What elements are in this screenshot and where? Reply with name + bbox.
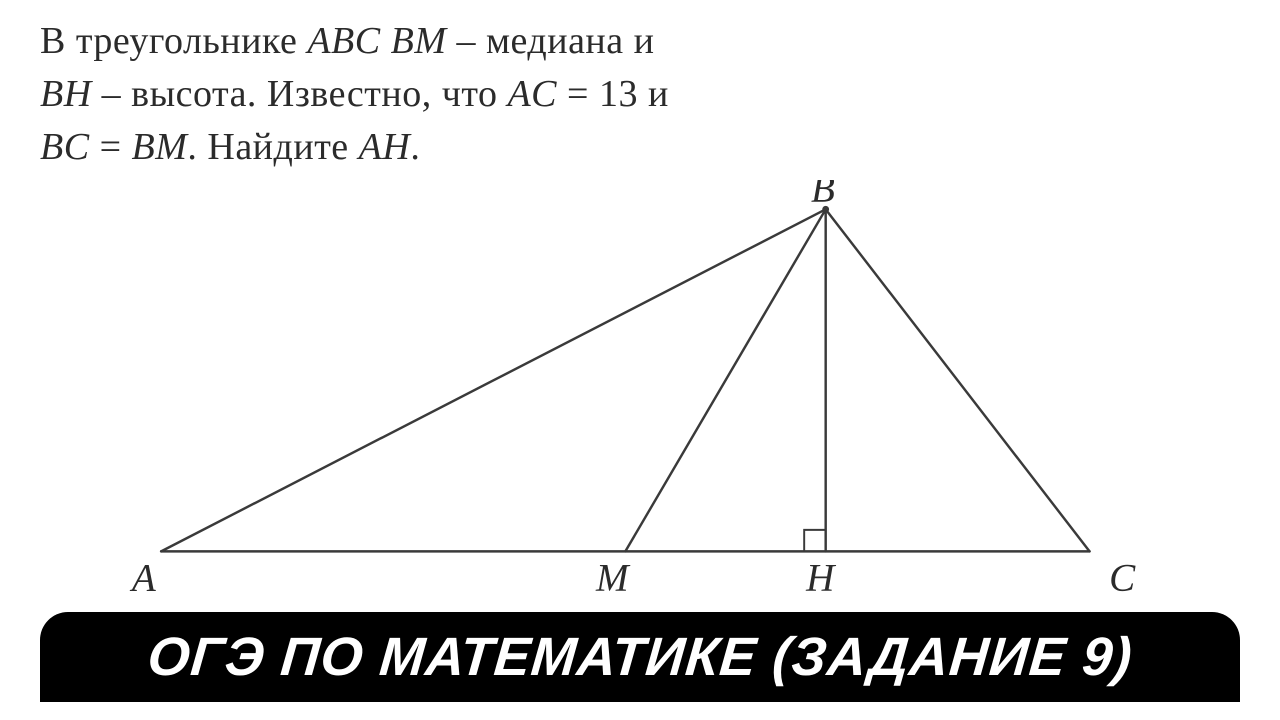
svg-text:H: H xyxy=(805,556,836,599)
diagram-segments xyxy=(161,209,1089,551)
var-ah: AH xyxy=(359,126,411,168)
banner-text: ОГЭ ПО МАТЕМАТИКЕ (ЗАДАНИЕ 9) xyxy=(145,626,1135,688)
svg-text:C: C xyxy=(1109,556,1136,599)
var-bm: BM xyxy=(391,20,447,62)
title-banner: ОГЭ ПО МАТЕМАТИКЕ (ЗАДАНИЕ 9) xyxy=(40,612,1240,702)
right-angle-marker xyxy=(804,530,826,552)
svg-text:B: B xyxy=(811,180,835,211)
text: В треугольнике xyxy=(40,20,307,62)
var-ac: AC xyxy=(507,73,557,115)
var-bm2: BM xyxy=(132,126,188,168)
diagram-labels: A B C M H xyxy=(129,180,1136,599)
eq-sign: = xyxy=(90,126,132,168)
geometry-diagram: A B C M H xyxy=(40,180,1240,610)
problem-line-3: BC = BM. Найдите AH. xyxy=(40,121,1240,174)
problem-line-1: В треугольнике ABC BM – медиана и xyxy=(40,15,1240,68)
var-abc: ABC xyxy=(307,20,380,62)
var-bh: BH xyxy=(40,73,92,115)
var-bc: BC xyxy=(40,126,90,168)
problem-line-2: BH – высота. Известно, что AC = 13 и xyxy=(40,68,1240,121)
problem-statement: В треугольнике ABC BM – медиана и BH – в… xyxy=(0,0,1280,175)
diagram-svg: A B C M H xyxy=(40,180,1240,610)
svg-text:M: M xyxy=(595,556,631,599)
val-13: = 13 xyxy=(557,73,638,115)
text: . Найдите xyxy=(187,126,358,168)
text: – медиана и xyxy=(446,20,654,62)
text: . xyxy=(410,126,420,168)
text: – высота. Известно, что xyxy=(92,73,508,115)
text: и xyxy=(638,73,669,115)
svg-text:A: A xyxy=(129,556,156,599)
